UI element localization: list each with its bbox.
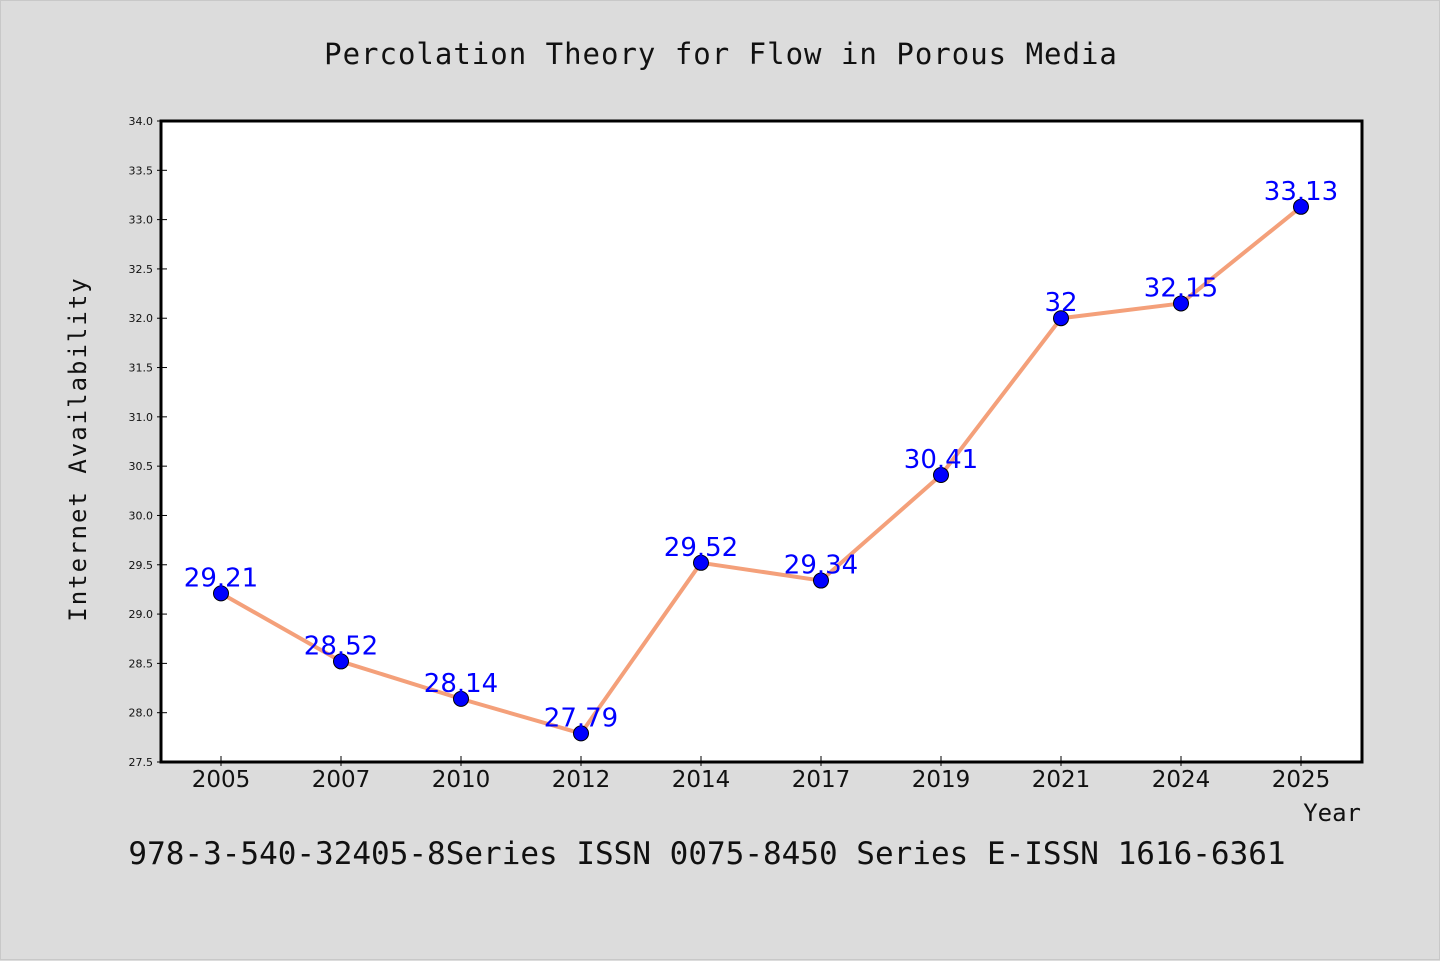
data-point bbox=[1293, 198, 1309, 215]
data-label: 28.14 bbox=[424, 669, 498, 699]
y-tick-label: 29.0 bbox=[129, 608, 154, 621]
y-tick-label: 33.0 bbox=[129, 214, 154, 227]
y-tick-label: 29.5 bbox=[129, 559, 154, 572]
x-tick-label: 2012 bbox=[552, 767, 611, 793]
y-tick-label: 31.0 bbox=[129, 411, 154, 424]
footnote: 978-3-540-32405-8Series ISSN 0075-8450 S… bbox=[128, 836, 1285, 872]
data-point bbox=[573, 725, 589, 742]
data-point bbox=[693, 554, 709, 571]
y-axis-label: Internet Availability bbox=[64, 276, 92, 621]
y-tick-label: 30.5 bbox=[129, 460, 154, 473]
x-tick-label: 2024 bbox=[1152, 767, 1211, 793]
y-axis: 27.5 28.0 28.5 29.0 29.5 30.0 30.5 31.0 31.5 32.0… bbox=[129, 115, 167, 769]
x-tick-label: 2019 bbox=[912, 767, 971, 793]
series-layer: 29.21 28.52 28.14 27.79 29.52 29.34 30.41 32 32.… bbox=[184, 177, 1338, 742]
data-point bbox=[1173, 295, 1189, 312]
x-axis: 2005 2007 2010 2012 2014 2017 2019 2021 2024 2025 bbox=[192, 756, 1331, 793]
x-tick-label: 2017 bbox=[792, 767, 851, 793]
y-tick-label: 28.0 bbox=[129, 707, 154, 720]
y-tick-label: 30.0 bbox=[129, 509, 154, 522]
y-tick-label: 34.0 bbox=[129, 115, 154, 128]
x-tick-label: 2025 bbox=[1272, 767, 1331, 793]
x-tick-label: 2005 bbox=[192, 767, 251, 793]
x-axis-label: Year bbox=[1303, 799, 1361, 827]
y-tick-label: 31.5 bbox=[129, 362, 154, 375]
data-label: 32.15 bbox=[1144, 273, 1218, 303]
y-tick-label: 28.5 bbox=[129, 657, 154, 670]
series-line bbox=[219, 204, 1303, 736]
x-tick-label: 2014 bbox=[672, 767, 731, 793]
data-label: 27.79 bbox=[544, 703, 618, 733]
data-point bbox=[1053, 310, 1069, 327]
data-point bbox=[333, 653, 349, 670]
data-point bbox=[213, 585, 229, 602]
data-point bbox=[813, 572, 829, 589]
data-label: 32 bbox=[1044, 288, 1077, 318]
data-label: 33.13 bbox=[1264, 177, 1338, 207]
data-label: 29.34 bbox=[784, 551, 858, 581]
data-point bbox=[453, 690, 469, 707]
y-tick-label: 33.5 bbox=[129, 164, 154, 177]
chart-title: Percolation Theory for Flow in Porous Me… bbox=[324, 37, 1118, 71]
y-tick-label: 32.5 bbox=[129, 263, 154, 276]
x-tick-label: 2010 bbox=[432, 767, 491, 793]
data-point bbox=[933, 467, 949, 484]
data-label: 29.21 bbox=[184, 563, 258, 593]
y-tick-label: 32.0 bbox=[129, 312, 154, 325]
data-label: 29.52 bbox=[664, 533, 738, 563]
data-label: 30.41 bbox=[904, 445, 978, 475]
x-tick-label: 2007 bbox=[312, 767, 371, 793]
x-tick-label: 2021 bbox=[1032, 767, 1091, 793]
data-label: 28.52 bbox=[304, 631, 378, 661]
y-tick-label: 27.5 bbox=[129, 756, 154, 769]
plot-area bbox=[159, 119, 1364, 764]
